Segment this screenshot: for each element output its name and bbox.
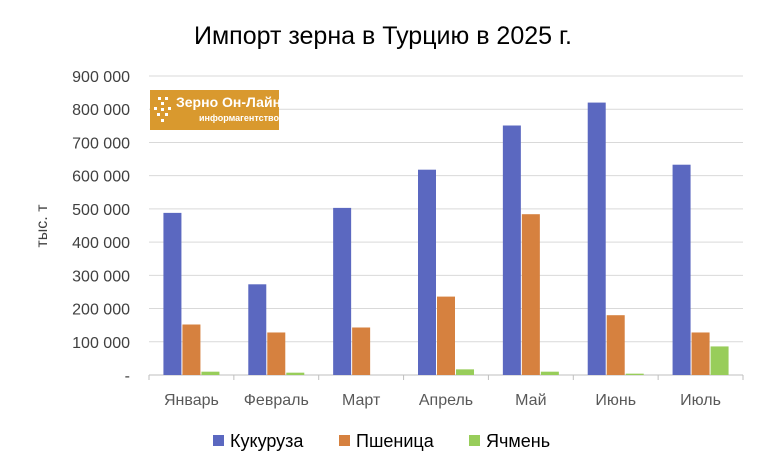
- legend-label: Пшеница: [356, 431, 435, 451]
- grid-lines: [148, 75, 744, 380]
- y-tick-label: 700 000: [72, 135, 130, 152]
- chart-title: Импорт зерна в Турцию в 2025 г.: [194, 22, 572, 50]
- y-tick-label: 500 000: [72, 202, 130, 219]
- legend-swatch: [339, 435, 350, 446]
- x-tick-label: Июль: [680, 392, 721, 409]
- x-tick-label: Февраль: [244, 392, 309, 409]
- bar-1-0: [248, 284, 267, 375]
- logo-main-text: Зерно Он-Лайн: [176, 94, 281, 110]
- bar-6-1: [691, 332, 710, 375]
- bar-5-1: [606, 315, 625, 375]
- legend-swatch: [213, 435, 224, 446]
- y-tick-label: 600 000: [72, 169, 130, 186]
- x-tick-label: Январь: [164, 392, 219, 409]
- bar-3-2: [456, 369, 474, 375]
- y-axis-label: тыс. т: [34, 204, 51, 248]
- bar-6-2: [710, 346, 729, 375]
- bar-6-0: [672, 164, 691, 375]
- bar-4-1: [521, 214, 540, 375]
- x-tick-label: Май: [515, 392, 546, 409]
- y-tick-label: -: [125, 368, 130, 385]
- bar-4-0: [502, 125, 521, 375]
- bar-0-2: [201, 371, 220, 375]
- bar-2-0: [333, 207, 352, 375]
- y-tick-label: 900 000: [72, 69, 130, 86]
- logo-sub-text: информагентство: [199, 113, 279, 123]
- x-tick-labels: Январь Февраль Март Апрель Май Июнь Июль: [164, 392, 721, 409]
- bar-1-1: [267, 332, 286, 375]
- x-tick-label: Апрель: [419, 392, 473, 409]
- logo-background: [150, 90, 279, 130]
- bar-3-1: [437, 296, 455, 375]
- zerno-online-logo: Зерно Он-Лайн информагентство: [150, 90, 281, 130]
- y-tick-labels: - 100 000 200 000 300 000 400 000 500 000 600 …: [72, 69, 130, 385]
- y-tick-label: 300 000: [72, 268, 130, 285]
- x-tick-label: Июнь: [595, 392, 636, 409]
- bar-0-1: [182, 324, 201, 375]
- x-tick-label: Март: [342, 392, 381, 409]
- legend-swatch: [469, 435, 480, 446]
- bar-1-2: [286, 372, 305, 375]
- y-tick-label: 100 000: [72, 335, 130, 352]
- legend-label: Кукуруза: [230, 431, 304, 451]
- bar-3-0: [418, 169, 436, 375]
- bar-5-0: [587, 102, 606, 376]
- y-tick-label: 800 000: [72, 102, 130, 119]
- bar-4-2: [540, 371, 559, 375]
- y-tick-label: 200 000: [72, 302, 130, 319]
- legend-label: Ячмень: [486, 431, 550, 451]
- bar-5-2: [625, 373, 644, 375]
- y-tick-label: 400 000: [72, 235, 130, 252]
- grain-icon: [154, 97, 171, 122]
- legend: Кукуруза Пшеница Ячмень: [213, 431, 550, 451]
- bars: [163, 102, 729, 376]
- bar-2-1: [352, 327, 371, 375]
- bar-0-0: [163, 212, 182, 375]
